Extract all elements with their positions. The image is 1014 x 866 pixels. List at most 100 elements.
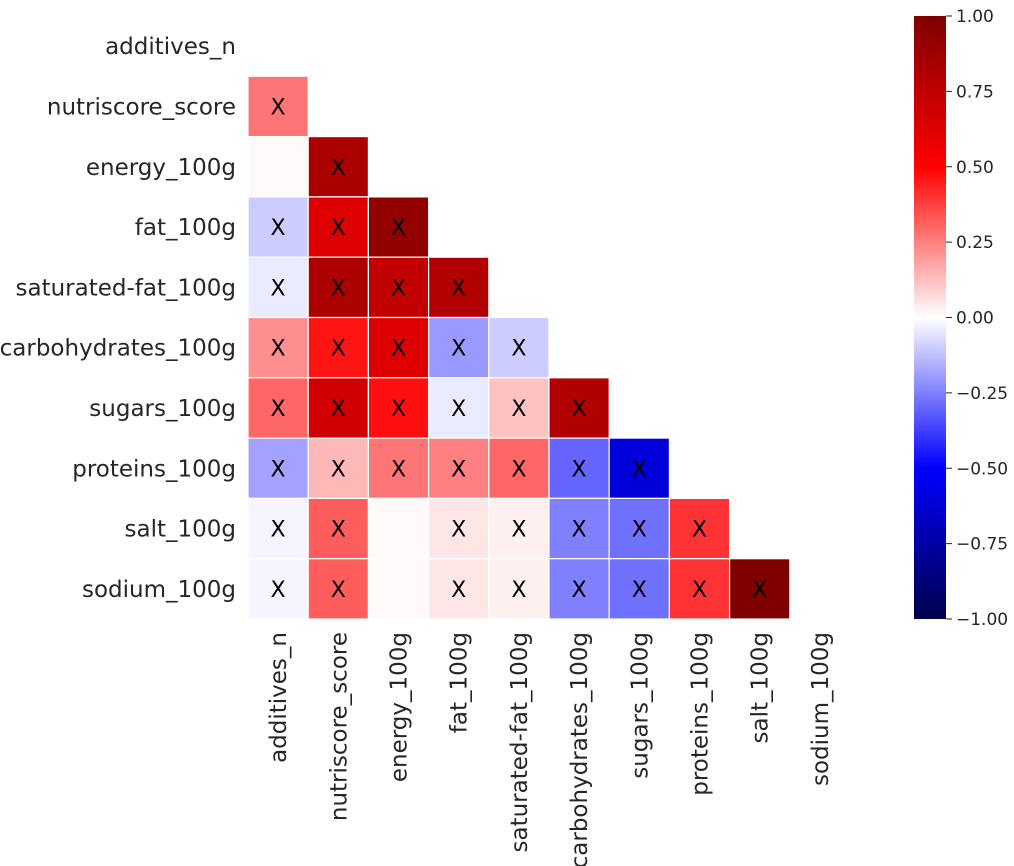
heatmap-cell — [608, 437, 671, 500]
cell-annotation: X — [632, 518, 647, 543]
row-label: energy_100g — [86, 155, 236, 181]
cell-annotation: X — [511, 518, 526, 543]
heatmap-cell — [367, 377, 430, 439]
cell-annotation: X — [271, 95, 286, 120]
heatmap-cell — [247, 75, 309, 138]
cell-annotation: X — [331, 156, 346, 181]
heatmap-cell — [428, 558, 490, 620]
row-label: salt_100g — [125, 517, 237, 543]
heatmap-cell — [548, 558, 610, 620]
colorbar-tick-label: 0.25 — [956, 233, 994, 253]
heatmap-cell — [247, 558, 309, 620]
colorbar-tick-label: 0.50 — [956, 158, 994, 178]
heatmap-cell — [247, 256, 309, 319]
heatmap-cell — [488, 316, 550, 379]
column-label: carbohydrates_100g — [567, 632, 593, 866]
cell-annotation: X — [391, 457, 406, 482]
heatmap-cell — [488, 558, 550, 620]
cell-annotation: X — [511, 397, 526, 422]
cell-annotation: X — [391, 337, 406, 362]
colorbar-gradient — [914, 16, 946, 619]
cell-annotation: X — [451, 457, 466, 482]
colorbar-tick-label: 0.75 — [956, 82, 994, 102]
row-label: carbohydrates_100g — [0, 336, 236, 362]
column-label: sugars_100g — [627, 632, 653, 779]
cell-annotation: X — [271, 578, 286, 603]
cell-annotation: X — [271, 397, 286, 422]
heatmap-cell — [367, 497, 430, 560]
heatmap-cell — [668, 558, 731, 620]
row-label: fat_100g — [135, 215, 236, 241]
cell-annotation: X — [271, 216, 286, 241]
row-label: sodium_100g — [82, 577, 236, 603]
column-label: proteins_100g — [688, 632, 714, 796]
heatmap-cell — [728, 558, 791, 620]
cell-annotation: X — [451, 276, 466, 301]
cell-annotation: X — [632, 457, 647, 482]
cell-annotation: X — [511, 337, 526, 362]
cell-annotation: X — [391, 397, 406, 422]
cell-annotation: X — [572, 457, 587, 482]
heatmap-cell — [488, 497, 550, 560]
cell-annotation: X — [692, 518, 707, 543]
cell-annotation: X — [451, 578, 466, 603]
heatmap-cell — [367, 316, 430, 379]
column-label: energy_100g — [387, 632, 413, 782]
cell-annotation: X — [331, 337, 346, 362]
column-label: sodium_100g — [808, 632, 834, 786]
column-labels: additives_n nutriscore_score energy_100g fa… — [266, 632, 834, 866]
row-labels: additives_n nutriscore_score energy_100gfa… — [0, 34, 236, 603]
colorbar-tick-label: 0.00 — [956, 309, 994, 329]
colorbar-tick-label: −0.25 — [956, 384, 1008, 404]
cell-annotation: X — [451, 337, 466, 362]
column-label: salt_100g — [748, 632, 774, 744]
heatmap-cell — [367, 558, 430, 620]
colorbar-tick-label: 1.00 — [956, 7, 994, 27]
cell-annotation: X — [271, 457, 286, 482]
cell-annotation: X — [511, 578, 526, 603]
heatmap-cell — [608, 558, 671, 620]
row-label: sugars_100g — [89, 396, 236, 422]
heatmap-cell — [247, 196, 309, 258]
heatmap-cells: X X X X X X X X X X X X X X X X X X X X X X X X X X X X X X X X X X X X X X X X… — [247, 75, 791, 620]
heatmap-cell — [307, 437, 370, 500]
heatmap-cell — [367, 256, 430, 319]
cell-annotation: X — [752, 578, 767, 603]
column-label: nutriscore_score — [326, 632, 352, 821]
cell-annotation: X — [572, 397, 587, 422]
cell-annotation: X — [331, 276, 346, 301]
cell-annotation: X — [632, 578, 647, 603]
cell-annotation: X — [331, 457, 346, 482]
cell-annotation: X — [451, 397, 466, 422]
heatmap-cell — [488, 377, 550, 439]
column-label: fat_100g — [447, 632, 473, 733]
heatmap-cell — [428, 377, 490, 439]
cell-annotation: X — [331, 397, 346, 422]
heatmap-cell — [307, 558, 370, 620]
colorbar-tick-label: −1.00 — [956, 610, 1008, 630]
cell-annotation: X — [331, 216, 346, 241]
heatmap-cell — [307, 497, 370, 560]
cell-annotation: X — [391, 216, 406, 241]
heatmap-cell — [247, 437, 309, 500]
cell-annotation: X — [391, 276, 406, 301]
cell-annotation: X — [271, 518, 286, 543]
cell-annotation: X — [451, 518, 466, 543]
heatmap-cell — [307, 377, 370, 439]
row-label: nutriscore_score — [47, 94, 236, 120]
row-label: additives_n — [105, 34, 236, 60]
cell-annotation: X — [271, 276, 286, 301]
heatmap-cell — [247, 316, 309, 379]
row-label: saturated-fat_100g — [16, 275, 237, 301]
cell-annotation: X — [271, 337, 286, 362]
row-label: proteins_100g — [72, 456, 236, 482]
heatmap-cell — [247, 136, 309, 198]
colorbar: 1.00 0.75 0.50 0.25 0.00 −0.25 −0.50 −0.75 −1.00 — [914, 7, 1008, 630]
cell-annotation: X — [572, 518, 587, 543]
cell-annotation: X — [511, 457, 526, 482]
heatmap-cell — [247, 497, 309, 560]
cell-annotation: X — [331, 518, 346, 543]
cell-annotation: X — [692, 578, 707, 603]
heatmap-cell — [548, 377, 610, 439]
